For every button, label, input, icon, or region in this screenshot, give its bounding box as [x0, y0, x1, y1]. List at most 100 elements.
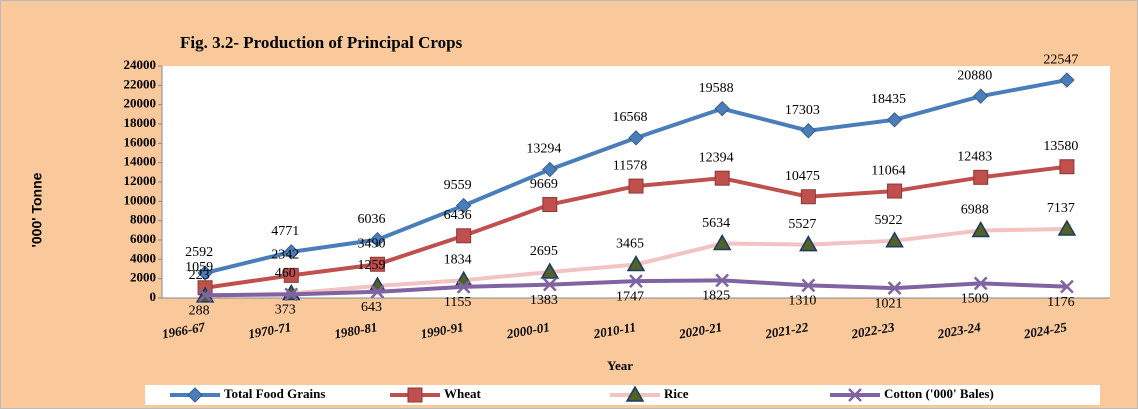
data-label: 6436	[444, 208, 472, 223]
marker	[887, 281, 902, 296]
marker	[283, 244, 299, 260]
marker	[197, 265, 213, 281]
data-label: 12394	[699, 150, 734, 165]
marker	[973, 169, 989, 185]
marker	[1057, 219, 1077, 236]
marker	[801, 278, 816, 293]
chart-title: Fig. 3.2- Production of Principal Crops	[180, 33, 463, 52]
y-tick-label: 10000	[124, 192, 157, 207]
data-label: 1825	[702, 289, 730, 304]
marker	[973, 276, 988, 291]
marker	[848, 388, 862, 402]
marker	[626, 254, 646, 272]
y-tick-label: 0	[150, 289, 157, 304]
data-label: 1155	[444, 295, 471, 310]
x-tick-label: 1966-67	[161, 319, 207, 341]
data-label: 1059	[185, 260, 213, 275]
legend-label: Rice	[664, 386, 689, 401]
data-label: 20880	[957, 68, 992, 83]
data-label: 1021	[875, 296, 903, 311]
data-label: 3465	[616, 237, 644, 252]
data-label: 1383	[530, 293, 558, 308]
y-tick-label: 14000	[124, 154, 157, 169]
marker	[885, 231, 904, 248]
y-tick-label: 6000	[130, 231, 156, 246]
legend-label: Cotton ('000' Bales)	[884, 386, 994, 401]
marker	[971, 220, 991, 238]
x-axis-label: Year	[607, 358, 633, 373]
marker	[886, 112, 903, 128]
data-label: 12483	[957, 150, 992, 165]
x-tick-label: 1990-91	[419, 319, 464, 341]
marker	[712, 234, 732, 251]
data-label: 4771	[271, 224, 299, 239]
marker	[369, 231, 386, 248]
marker	[187, 387, 203, 403]
marker	[283, 267, 299, 283]
y-tick-label: 16000	[124, 134, 157, 149]
marker	[407, 387, 423, 403]
y-tick-label: 4000	[130, 250, 156, 265]
data-label: 460	[275, 266, 296, 281]
y-tick-label: 22000	[124, 76, 157, 91]
marker	[715, 273, 730, 288]
data-label: 13294	[526, 142, 561, 157]
data-label: 1834	[444, 252, 472, 267]
data-label: 1310	[788, 294, 816, 309]
data-label: 17303	[785, 103, 820, 118]
y-tick-label: 8000	[130, 212, 156, 227]
marker	[198, 288, 212, 303]
data-label: 9559	[444, 178, 472, 193]
marker	[1059, 72, 1075, 88]
marker	[629, 274, 643, 288]
x-tick-label: 2010-11	[591, 319, 637, 341]
marker	[800, 123, 817, 139]
data-label: 373	[275, 303, 296, 318]
y-tick-label: 18000	[124, 115, 157, 130]
marker	[284, 287, 299, 302]
x-tick-label: 1970-71	[247, 319, 292, 341]
marker	[714, 100, 730, 117]
marker	[628, 178, 644, 194]
data-label: 1259	[357, 258, 385, 273]
marker	[625, 385, 645, 402]
data-label: 1509	[961, 292, 989, 307]
data-label: 1747	[616, 289, 644, 304]
x-tick-label: 1980-81	[333, 319, 378, 341]
data-label: 223	[189, 268, 210, 283]
marker	[714, 170, 730, 186]
data-label: 2342	[271, 248, 299, 263]
data-label: 7137	[1047, 201, 1075, 216]
marker	[455, 197, 472, 214]
data-label: 18435	[871, 92, 906, 107]
marker	[1059, 159, 1075, 175]
y-axis-label: '000' Tonne	[29, 172, 45, 247]
y-tick-label: 20000	[124, 96, 157, 111]
data-label: 10475	[785, 169, 820, 184]
data-label: 6036	[357, 212, 385, 227]
data-label: 9669	[530, 177, 558, 192]
data-label: 643	[361, 300, 382, 315]
data-label: 288	[189, 303, 210, 318]
legend-label: Total Food Grains	[224, 386, 325, 401]
y-tick-label: 24000	[124, 57, 157, 72]
marker	[800, 189, 816, 205]
marker	[542, 197, 558, 213]
data-label: 2592	[185, 245, 213, 260]
marker	[540, 262, 560, 279]
marker	[369, 256, 385, 272]
marker	[542, 161, 558, 178]
data-label: 22547	[1043, 52, 1078, 67]
marker	[799, 235, 818, 252]
data-label: 3490	[357, 236, 385, 251]
data-label: 2695	[530, 244, 558, 259]
data-label: 6988	[961, 203, 989, 218]
data-label: 1176	[1047, 295, 1074, 310]
y-tick-label: 12000	[124, 173, 157, 188]
y-tick-label: 2000	[130, 270, 156, 285]
data-label: 19588	[699, 81, 734, 96]
data-label: 11578	[613, 158, 647, 173]
marker	[456, 279, 471, 294]
marker	[370, 284, 385, 299]
